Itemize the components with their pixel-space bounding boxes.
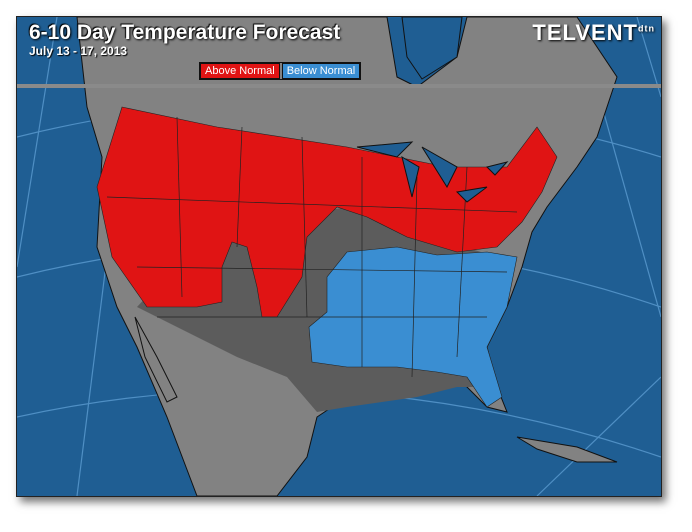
forecast-map-frame: 6-10 Day Temperature Forecast July 13 - … xyxy=(16,16,662,497)
map-title: 6-10 Day Temperature Forecast xyxy=(29,21,341,44)
great-lakes xyxy=(356,141,509,203)
telvent-logo: TELVENTdtn xyxy=(532,20,655,46)
logo-badge: dtn xyxy=(638,23,655,34)
legend: Above Normal Below Normal xyxy=(199,62,362,80)
logo-text: TELVENT xyxy=(532,20,638,45)
hudson-bay xyxy=(401,17,463,80)
legend-above-normal: Above Normal xyxy=(200,63,280,79)
header-divider xyxy=(17,84,661,88)
cuba xyxy=(516,436,618,463)
map xyxy=(17,17,661,496)
legend-below-normal: Below Normal xyxy=(281,63,361,79)
baja xyxy=(134,316,178,403)
state-borders xyxy=(106,116,518,378)
date-range: July 13 - 17, 2013 xyxy=(29,44,128,58)
